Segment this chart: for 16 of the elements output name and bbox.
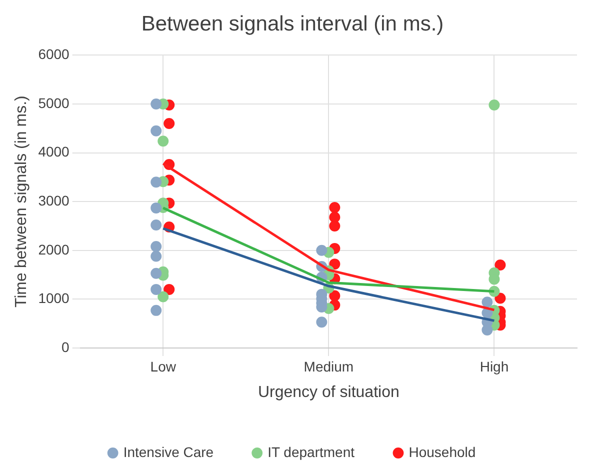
x-tick-label: Low [150,358,177,374]
y-tick-label: 5000 [38,94,70,111]
y-tick-label: 2000 [38,241,70,258]
y-tick-label: 4000 [38,144,70,160]
y-axis-title: Time between signals (in ms.) [13,96,30,308]
x-axis-title: Urgency of situation [258,384,400,401]
legend-label: Household [408,444,476,460]
y-tick-label: 0 [62,338,70,355]
x-tick-label: High [480,358,509,374]
y-tick-label: 1000 [38,290,70,306]
x-tick-label: Medium [304,358,354,374]
legend-label: IT department [268,444,355,460]
y-tick-label: 6000 [38,46,70,62]
chart-title: Between signals interval (in ms.) [141,12,444,36]
y-tick-label: 3000 [38,192,70,208]
legend-label: Intensive Care [123,444,214,460]
